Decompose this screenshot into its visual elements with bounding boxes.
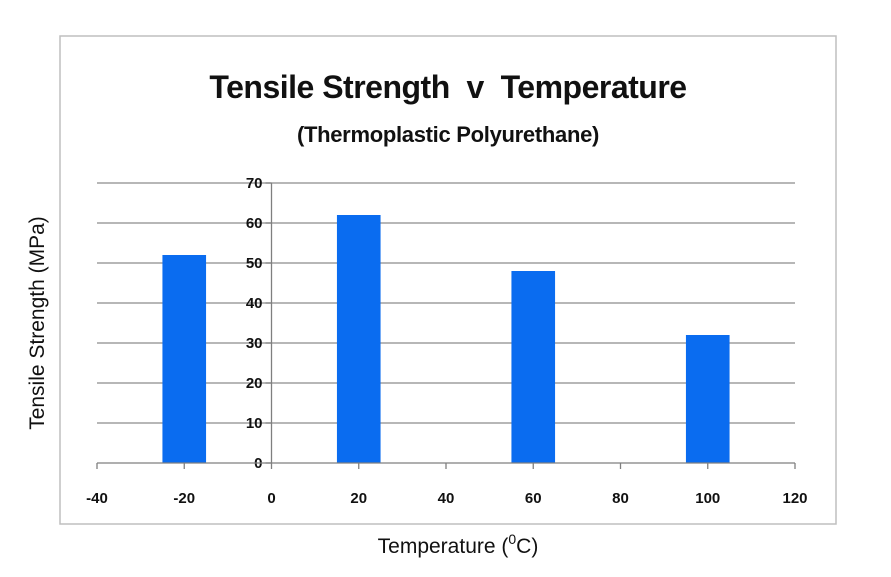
y-tick-label: 60 [246, 215, 263, 232]
y-tick-label: 50 [246, 255, 263, 272]
x-tick-label: -40 [86, 490, 108, 507]
bar [162, 255, 207, 463]
x-axis-label-main: Temperature ( [378, 535, 509, 558]
y-tick-label: 70 [246, 175, 263, 192]
x-axis-label-superscript: 0 [508, 531, 516, 547]
x-axis-label: Temperature (0C) [378, 531, 539, 558]
x-tick-label: 100 [695, 490, 720, 507]
x-tick-label: 40 [438, 490, 455, 507]
x-axis-label-suffix: C) [516, 535, 538, 558]
chart-subtitle: (Thermoplastic Polyurethane) [297, 122, 599, 147]
x-tick-label: 80 [612, 490, 629, 507]
bar [336, 215, 381, 463]
y-tick-label: 20 [246, 375, 263, 392]
x-tick-label: 120 [782, 490, 807, 507]
y-tick-label: 40 [246, 295, 263, 312]
y-axis-label: Tensile Strength (MPa) [26, 216, 49, 430]
x-tick-label: -20 [173, 490, 195, 507]
x-tick-label: 20 [350, 490, 367, 507]
bar [685, 335, 730, 463]
x-tick-label: 60 [525, 490, 542, 507]
y-tick-label: 30 [246, 335, 263, 352]
bar [511, 271, 556, 463]
x-tick-label: 0 [267, 490, 275, 507]
chart-title: Tensile Strength v Temperature [209, 69, 686, 105]
y-tick-label: 10 [246, 415, 263, 432]
